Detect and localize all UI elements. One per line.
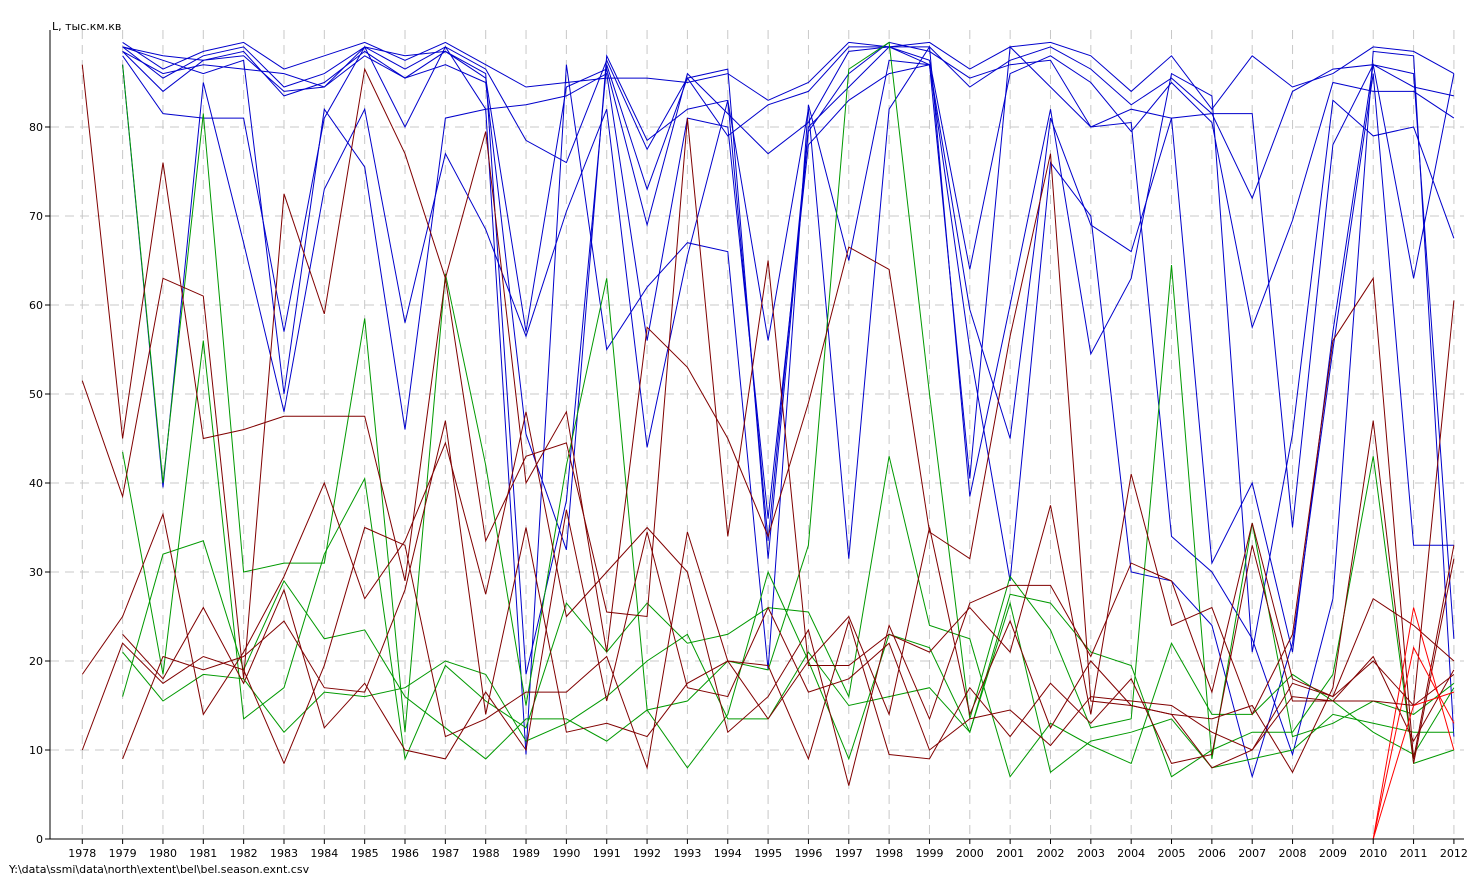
x-tick-label: 1980 bbox=[149, 847, 177, 860]
y-tick-label: 20 bbox=[29, 655, 43, 668]
x-tick-label: 2003 bbox=[1077, 847, 1105, 860]
axes bbox=[49, 30, 1464, 840]
series-line bbox=[122, 420, 1455, 764]
series-line bbox=[81, 420, 1455, 774]
series-line bbox=[1372, 691, 1455, 840]
x-tick-label: 1987 bbox=[431, 847, 459, 860]
x-tick-label: 2005 bbox=[1158, 847, 1186, 860]
x-tick-label: 1999 bbox=[915, 847, 943, 860]
x-tick-label: 2006 bbox=[1198, 847, 1226, 860]
series-line bbox=[1372, 607, 1455, 840]
x-tick-label: 2010 bbox=[1359, 847, 1387, 860]
series-line bbox=[122, 41, 1455, 757]
y-tick-label: 40 bbox=[29, 477, 43, 490]
y-tick-label: 0 bbox=[36, 833, 43, 846]
series-line bbox=[122, 46, 1455, 200]
y-tick-label: 10 bbox=[29, 744, 43, 757]
x-tick-label: 1985 bbox=[351, 847, 379, 860]
series-line bbox=[81, 64, 1455, 769]
x-tick-label: 1981 bbox=[189, 847, 217, 860]
series-line bbox=[81, 411, 1455, 786]
series-line bbox=[122, 340, 1455, 778]
series-line bbox=[81, 67, 1455, 759]
x-tick-label: 1993 bbox=[673, 847, 701, 860]
series-line bbox=[122, 45, 1455, 653]
x-tick-label: 1995 bbox=[754, 847, 782, 860]
series-group bbox=[81, 41, 1455, 840]
y-tick-label: 70 bbox=[29, 210, 43, 223]
x-tick-label: 1998 bbox=[875, 847, 903, 860]
x-tick-label: 1992 bbox=[633, 847, 661, 860]
series-line bbox=[122, 41, 1455, 759]
x-tick-label: 1991 bbox=[593, 847, 621, 860]
series-line bbox=[122, 46, 1454, 779]
x-tick-label: 2004 bbox=[1117, 847, 1145, 860]
y-axis-label: L, тыс.км.кв bbox=[52, 20, 121, 33]
y-tick-label: 30 bbox=[29, 566, 43, 579]
x-tick-label: 1984 bbox=[310, 847, 338, 860]
x-tick-label: 2008 bbox=[1279, 847, 1307, 860]
series-line bbox=[122, 45, 1455, 653]
series-line bbox=[122, 41, 1455, 111]
x-tick-label: 2000 bbox=[956, 847, 984, 860]
x-tick-label: 2009 bbox=[1319, 847, 1347, 860]
series-line bbox=[122, 46, 1455, 332]
x-tick-label: 1982 bbox=[230, 847, 258, 860]
x-tick-label: 2007 bbox=[1238, 847, 1266, 860]
x-tick-label: 1994 bbox=[714, 847, 742, 860]
x-tick-label: 1989 bbox=[512, 847, 540, 860]
y-tick-label: 50 bbox=[29, 388, 43, 401]
series-line bbox=[122, 601, 1454, 774]
y-tick-label: 80 bbox=[29, 121, 43, 134]
series-line bbox=[122, 509, 1455, 760]
x-tick-label: 1979 bbox=[109, 847, 137, 860]
x-tick-label: 2011 bbox=[1400, 847, 1428, 860]
file-path-status: Y:\data\ssmi\data\north\extent\bel\bel.s… bbox=[9, 863, 310, 876]
y-tick-label: 60 bbox=[29, 299, 43, 312]
x-tick-label: 1990 bbox=[552, 847, 580, 860]
x-tick-label: 1978 bbox=[68, 847, 96, 860]
x-tick-label: 1986 bbox=[391, 847, 419, 860]
x-tick-label: 1996 bbox=[794, 847, 822, 860]
x-tick-label: 1983 bbox=[270, 847, 298, 860]
x-tick-label: 2012 bbox=[1440, 847, 1468, 860]
grid bbox=[50, 30, 1464, 839]
x-tick-label: 1997 bbox=[835, 847, 863, 860]
x-tick-label: 1988 bbox=[472, 847, 500, 860]
tick-labels: 0 10 20 30 40 50 60 70 80 1978 1979 1980 1981 1982 198… bbox=[29, 121, 1468, 860]
series-line bbox=[1372, 646, 1455, 840]
x-tick-label: 2001 bbox=[996, 847, 1024, 860]
series-line bbox=[122, 45, 1455, 528]
x-tick-label: 2002 bbox=[1036, 847, 1064, 860]
series-line bbox=[122, 456, 1455, 778]
